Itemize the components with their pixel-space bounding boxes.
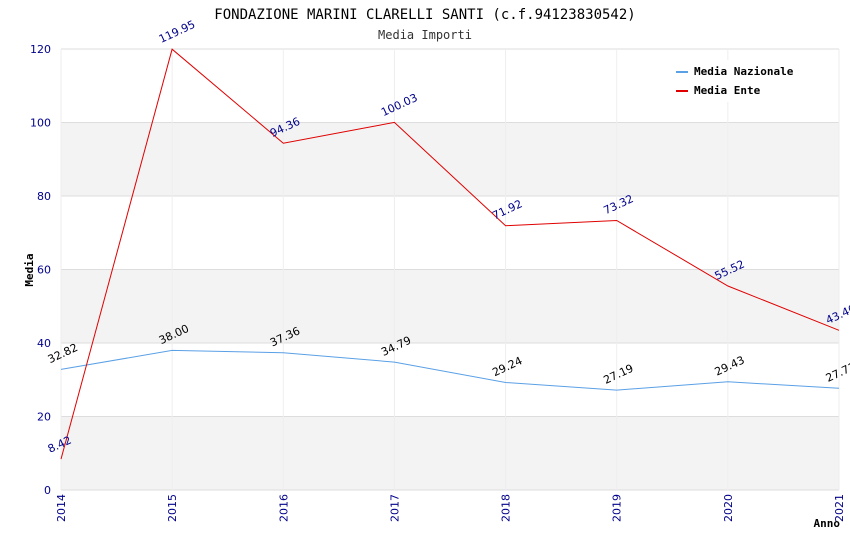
x-tick-label: 2021 — [833, 494, 846, 522]
x-tick-label: 2019 — [611, 494, 624, 522]
x-tick-label: 2016 — [277, 494, 290, 522]
x-axis-label: Anno — [814, 517, 841, 530]
plot-band — [61, 416, 839, 490]
legend-box — [670, 60, 810, 102]
data-label: 119.95 — [157, 18, 197, 46]
chart-title: FONDAZIONE MARINI CLARELLI SANTI (c.f.94… — [214, 7, 635, 23]
x-tick-label: 2018 — [500, 494, 513, 522]
y-tick-label: 80 — [37, 190, 51, 203]
plot-band — [61, 196, 839, 270]
y-tick-label: 40 — [37, 337, 51, 350]
plot-band — [61, 343, 839, 417]
plot-band — [61, 122, 839, 196]
y-tick-label: 60 — [37, 264, 51, 277]
y-axis-label: Media — [23, 253, 36, 286]
y-tick-label: 20 — [37, 411, 51, 424]
series-line-media-ente — [60, 48, 840, 460]
legend: Media Nazionale Media Ente — [670, 60, 810, 102]
x-tick-label: 2014 — [55, 494, 68, 522]
y-axis-ticks: 0 20 40 60 80 100 120 — [30, 43, 51, 497]
chart-subtitle: Media Importi — [378, 28, 472, 42]
legend-label-media-ente: Media Ente — [694, 84, 761, 97]
x-tick-label: 2015 — [166, 494, 179, 522]
y-tick-label: 100 — [30, 117, 51, 130]
legend-label-media-nazionale: Media Nazionale — [694, 65, 794, 78]
y-tick-label: 120 — [30, 43, 51, 56]
series-group — [60, 48, 840, 460]
y-tick-label: 0 — [44, 484, 51, 497]
plot-band — [61, 269, 839, 343]
x-axis-ticks: 2014 2015 2016 2017 2018 2019 2020 2021 — [55, 494, 846, 522]
x-tick-label: 2020 — [722, 494, 735, 522]
series-line-media-nazionale — [60, 349, 840, 391]
x-tick-label: 2017 — [388, 494, 401, 522]
